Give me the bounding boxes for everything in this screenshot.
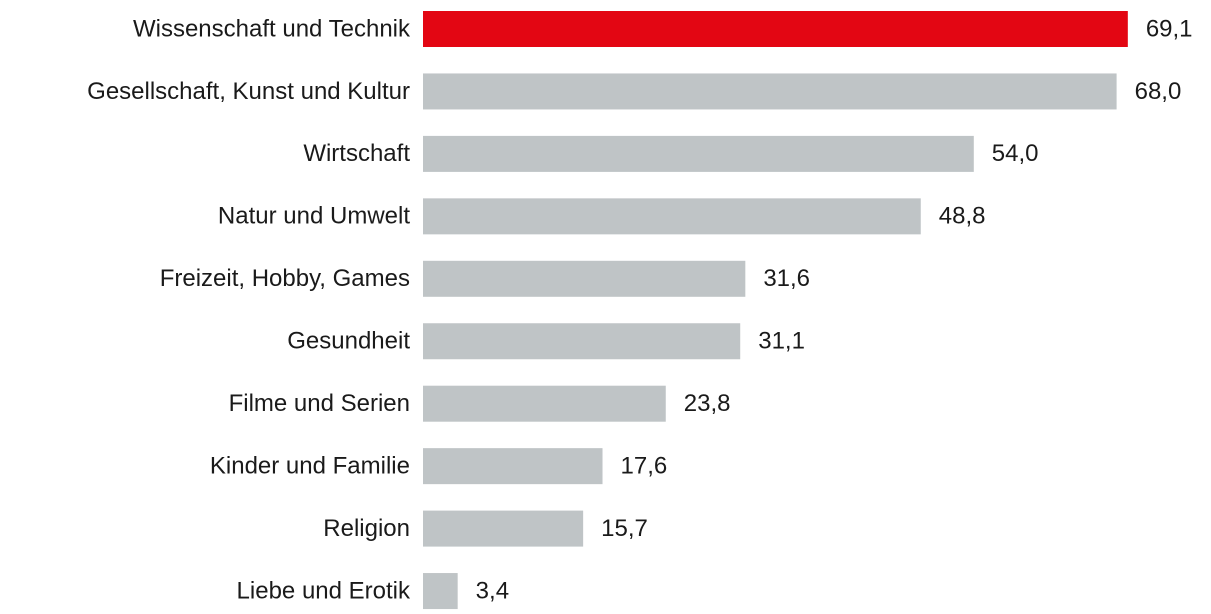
value-label: 31,6	[763, 265, 810, 292]
bar	[423, 448, 603, 485]
category-label: Gesellschaft, Kunst und Kultur	[87, 78, 410, 105]
value-label: 23,8	[684, 390, 731, 417]
value-label: 17,6	[621, 452, 668, 479]
category-label: Liebe und Erotik	[237, 577, 411, 604]
bar	[423, 510, 584, 547]
bar	[423, 385, 666, 422]
bar	[423, 323, 741, 360]
value-label: 15,7	[601, 515, 648, 542]
category-label: Gesundheit	[287, 328, 410, 355]
bar	[423, 573, 458, 610]
category-label: Freizeit, Hobby, Games	[160, 265, 410, 292]
bar	[423, 198, 921, 235]
category-label: Natur und Umwelt	[218, 203, 410, 230]
category-label: Religion	[323, 515, 410, 542]
value-label: 3,4	[476, 577, 509, 604]
bar	[423, 73, 1117, 110]
bar	[423, 11, 1128, 47]
value-label: 69,1	[1146, 15, 1193, 42]
value-label: 31,1	[758, 328, 805, 355]
value-label: 68,0	[1135, 78, 1182, 105]
bar	[423, 135, 974, 172]
category-label: Filme und Serien	[229, 390, 410, 417]
category-label: Kinder und Familie	[210, 452, 410, 479]
category-label: Wissenschaft und Technik	[133, 15, 411, 42]
value-label: 54,0	[992, 140, 1039, 167]
value-label: 48,8	[939, 203, 986, 230]
category-label: Wirtschaft	[303, 140, 410, 167]
bar	[423, 260, 746, 297]
